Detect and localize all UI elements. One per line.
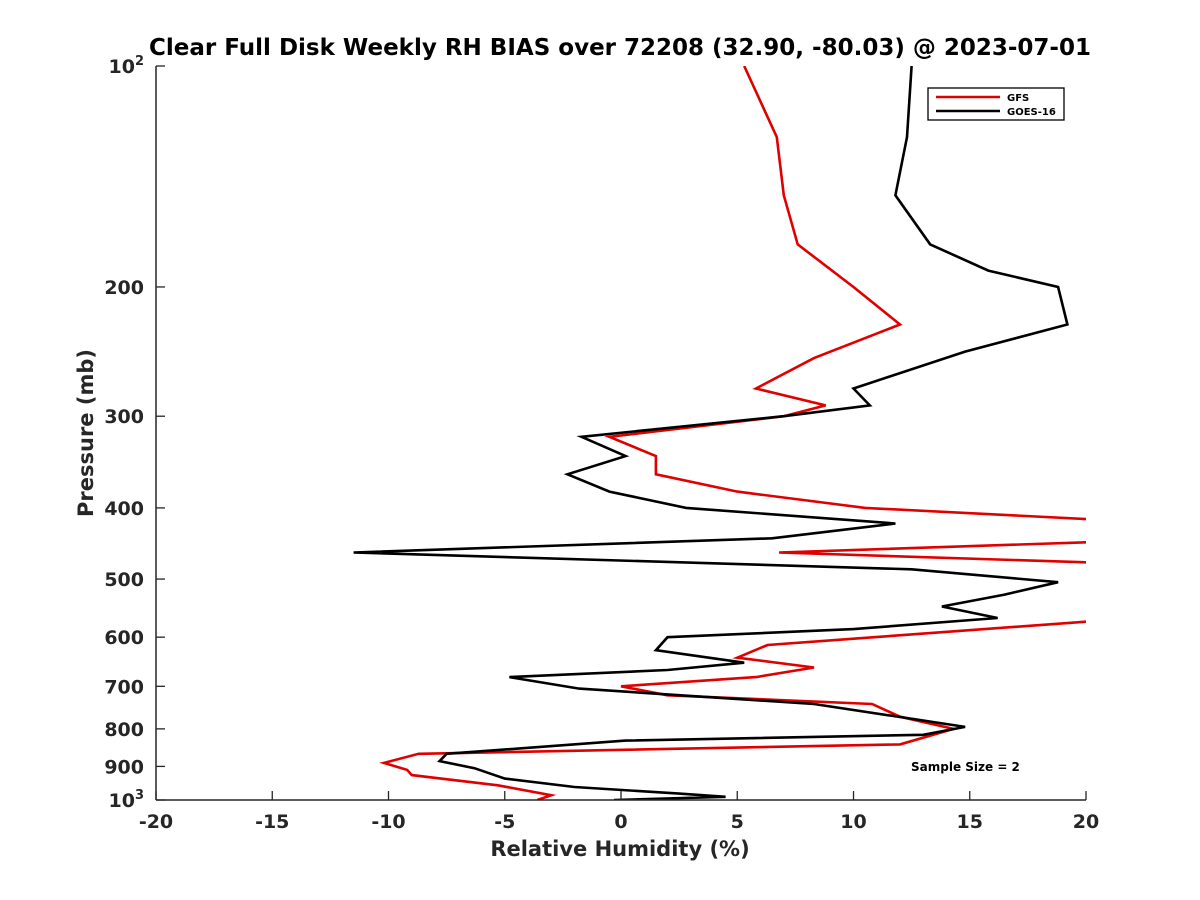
- series-layer: [353, 66, 1086, 800]
- x-tick-label: 20: [1073, 811, 1099, 833]
- series-line-goes16: [353, 66, 1069, 800]
- legend-label-gfs: GFS: [1007, 93, 1029, 104]
- y-tick-label: 200: [104, 277, 144, 299]
- x-axis-ticks: -20 -15 -10 -5 0 5 10 15 20: [139, 791, 1099, 833]
- x-axis-label: Relative Humidity (%): [490, 837, 749, 861]
- y-tick-label: 600: [104, 627, 144, 649]
- x-tick-label: -20: [139, 811, 173, 833]
- y-tick-label: 103: [109, 788, 145, 812]
- x-tick-label: -15: [255, 811, 289, 833]
- y-tick-label: 900: [104, 756, 144, 778]
- legend-label-goes16: GOES-16: [1007, 107, 1056, 118]
- y-tick-label: 800: [104, 719, 144, 741]
- legend-box: [927, 87, 1065, 121]
- x-tick-label: 5: [731, 811, 744, 833]
- x-tick-label: -10: [371, 811, 405, 833]
- y-axis-label: Pressure (mb): [74, 349, 98, 517]
- y-tick-label: 300: [104, 406, 144, 428]
- x-tick-label: -5: [494, 811, 515, 833]
- y-tick-label: 500: [104, 569, 144, 591]
- sample-size-annotation: Sample Size = 2: [911, 760, 1020, 774]
- x-tick-label: 10: [840, 811, 866, 833]
- y-tick-label: 700: [104, 676, 144, 698]
- y-tick-label: 102: [109, 54, 145, 78]
- x-tick-label: 0: [614, 811, 627, 833]
- x-tick-label: 15: [957, 811, 983, 833]
- legend: GFS GOES-16: [927, 87, 1065, 121]
- chart-title: Clear Full Disk Weekly RH BIAS over 7220…: [149, 35, 1091, 61]
- y-tick-label: 400: [104, 498, 144, 520]
- y-axis-ticks: 102 200 300 400 500 600 700 800 900 103: [104, 54, 165, 812]
- series-line-gfs: [379, 66, 1086, 800]
